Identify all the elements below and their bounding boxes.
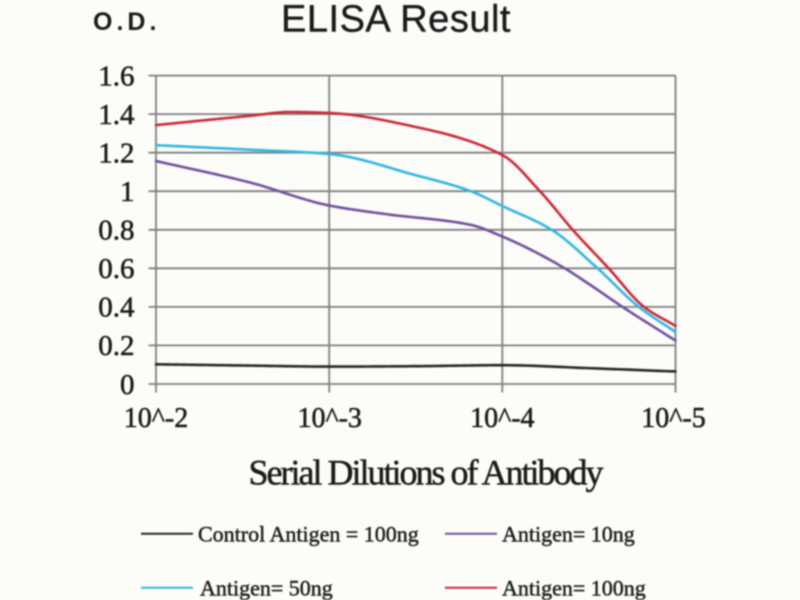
svg-text:10^-4: 10^-4 [470, 403, 534, 434]
svg-text:10^-3: 10^-3 [297, 403, 361, 434]
svg-text:0.6: 0.6 [98, 253, 134, 285]
svg-text:1.4: 1.4 [98, 99, 135, 131]
svg-text:O.D.: O.D. [93, 8, 160, 36]
svg-text:1.6: 1.6 [98, 60, 134, 92]
svg-text:0.2: 0.2 [98, 330, 134, 362]
svg-text:Antigen= 50ng: Antigen= 50ng [200, 575, 333, 600]
svg-text:Control Antigen = 100ng: Control Antigen = 100ng [198, 521, 419, 546]
svg-text:1.2: 1.2 [98, 138, 134, 170]
svg-text:10^-5: 10^-5 [641, 403, 705, 434]
svg-text:0.4: 0.4 [98, 292, 135, 324]
svg-text:0: 0 [120, 369, 135, 401]
svg-text:0.8: 0.8 [98, 215, 134, 247]
svg-text:Antigen= 10ng: Antigen= 10ng [502, 521, 635, 546]
svg-text:1: 1 [120, 176, 135, 208]
svg-text:10^-2: 10^-2 [124, 403, 188, 434]
svg-text:Serial Dilutions of Antibody: Serial Dilutions of Antibody [249, 453, 604, 493]
svg-text:ELISA Result: ELISA Result [281, 0, 511, 41]
svg-text:Antigen= 100ng: Antigen= 100ng [502, 575, 646, 600]
